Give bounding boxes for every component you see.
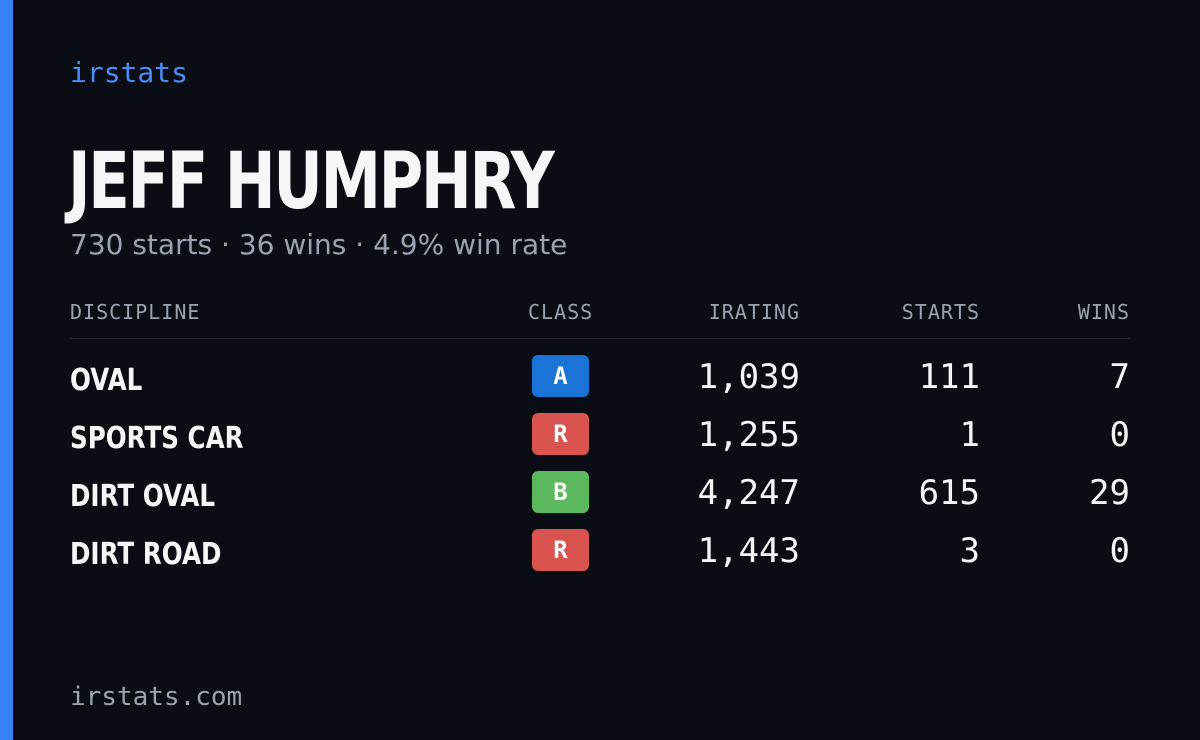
wins-value: 0 bbox=[1109, 531, 1130, 571]
table-header: DISCIPLINE CLASS IRATING STARTS WINS bbox=[70, 298, 1130, 339]
irating-value: 1,443 bbox=[697, 531, 800, 571]
class-badge: R bbox=[532, 413, 589, 455]
irating-value: 4,247 bbox=[697, 473, 800, 513]
wins-value: 0 bbox=[1109, 415, 1130, 455]
header-irating: IRATING bbox=[708, 300, 800, 324]
accent-bar bbox=[0, 0, 13, 740]
footer-url: irstats.com bbox=[70, 682, 243, 712]
brand-logo: irstats bbox=[70, 56, 189, 89]
class-badge: B bbox=[532, 471, 589, 513]
irating-value: 1,255 bbox=[697, 415, 800, 455]
irating-value: 1,039 bbox=[697, 357, 800, 397]
discipline-label: DIRT ROAD bbox=[70, 537, 222, 572]
class-badge: A bbox=[532, 355, 589, 397]
wins-value: 7 bbox=[1109, 357, 1130, 397]
driver-summary: 730 starts · 36 wins · 4.9% win rate bbox=[70, 228, 568, 261]
starts-value: 3 bbox=[959, 531, 980, 571]
table-row: DIRT OVAL B 4,247 615 29 bbox=[70, 455, 1130, 514]
wins-value: 29 bbox=[1089, 473, 1130, 513]
table-row: DIRT ROAD R 1,443 3 0 bbox=[70, 513, 1130, 572]
starts-value: 615 bbox=[918, 473, 980, 513]
starts-value: 1 bbox=[959, 415, 980, 455]
table-row: SPORTS CAR R 1,255 1 0 bbox=[70, 397, 1130, 456]
driver-name: JEFF HUMPHRY bbox=[68, 137, 555, 227]
header-starts: STARTS bbox=[901, 300, 980, 324]
header-class: CLASS bbox=[528, 300, 594, 324]
license-table: DISCIPLINE CLASS IRATING STARTS WINS OVA… bbox=[70, 298, 1130, 572]
discipline-label: SPORTS CAR bbox=[70, 421, 244, 456]
discipline-label: OVAL bbox=[70, 363, 143, 398]
discipline-label: DIRT OVAL bbox=[70, 479, 216, 514]
table-row: OVAL A 1,039 111 7 bbox=[70, 339, 1130, 398]
starts-value: 111 bbox=[918, 357, 980, 397]
header-wins: WINS bbox=[1077, 300, 1130, 324]
class-badge: R bbox=[532, 529, 589, 571]
header-discipline: DISCIPLINE bbox=[70, 300, 201, 324]
